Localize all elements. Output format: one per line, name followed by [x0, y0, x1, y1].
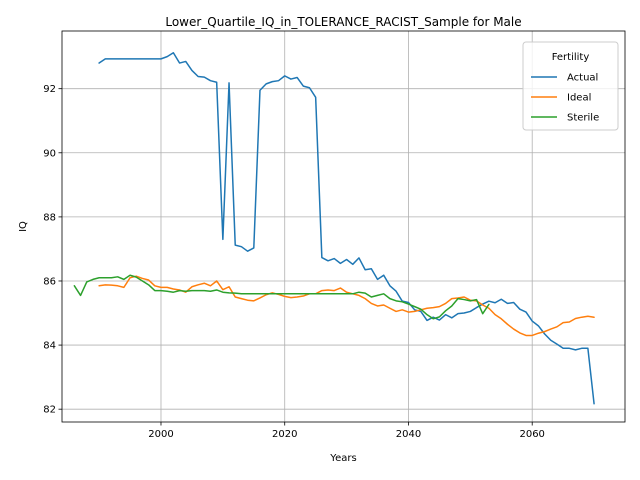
plot-frame — [61, 30, 626, 423]
y-tick-label: 82 — [43, 405, 56, 416]
y-tick-label: 84 — [43, 341, 56, 352]
axis-ticks: 2000 2020 2040 2060 82 84 86 88 90 92 — [43, 84, 545, 440]
series-line-actual — [98, 52, 595, 405]
y-tick-label: 90 — [43, 148, 56, 159]
series-layer — [73, 52, 595, 405]
chart-title: Lower_Quartile_IQ_in_TOLERANCE_RACIST_Sa… — [165, 15, 521, 29]
series-line-sterile — [73, 274, 490, 320]
legend-title: Fertility — [552, 52, 590, 63]
legend-label-sterile: Sterile — [567, 113, 599, 124]
y-tick-label: 92 — [43, 84, 56, 95]
x-tick-label: 2040 — [396, 429, 421, 440]
legend-label-actual: Actual — [567, 73, 598, 84]
y-tick-label: 88 — [43, 212, 56, 223]
x-tick-label: 2000 — [148, 429, 173, 440]
y-axis-label: IQ — [18, 221, 29, 232]
x-axis-label: Years — [329, 453, 356, 464]
x-tick-label: 2020 — [272, 429, 297, 440]
x-tick-label: 2060 — [519, 429, 544, 440]
grid-lines — [62, 31, 625, 422]
y-tick-label: 86 — [43, 276, 56, 287]
legend-box — [522, 41, 619, 131]
legend-label-ideal: Ideal — [567, 93, 591, 104]
legend: Fertility Actual Ideal Sterile — [522, 41, 619, 131]
